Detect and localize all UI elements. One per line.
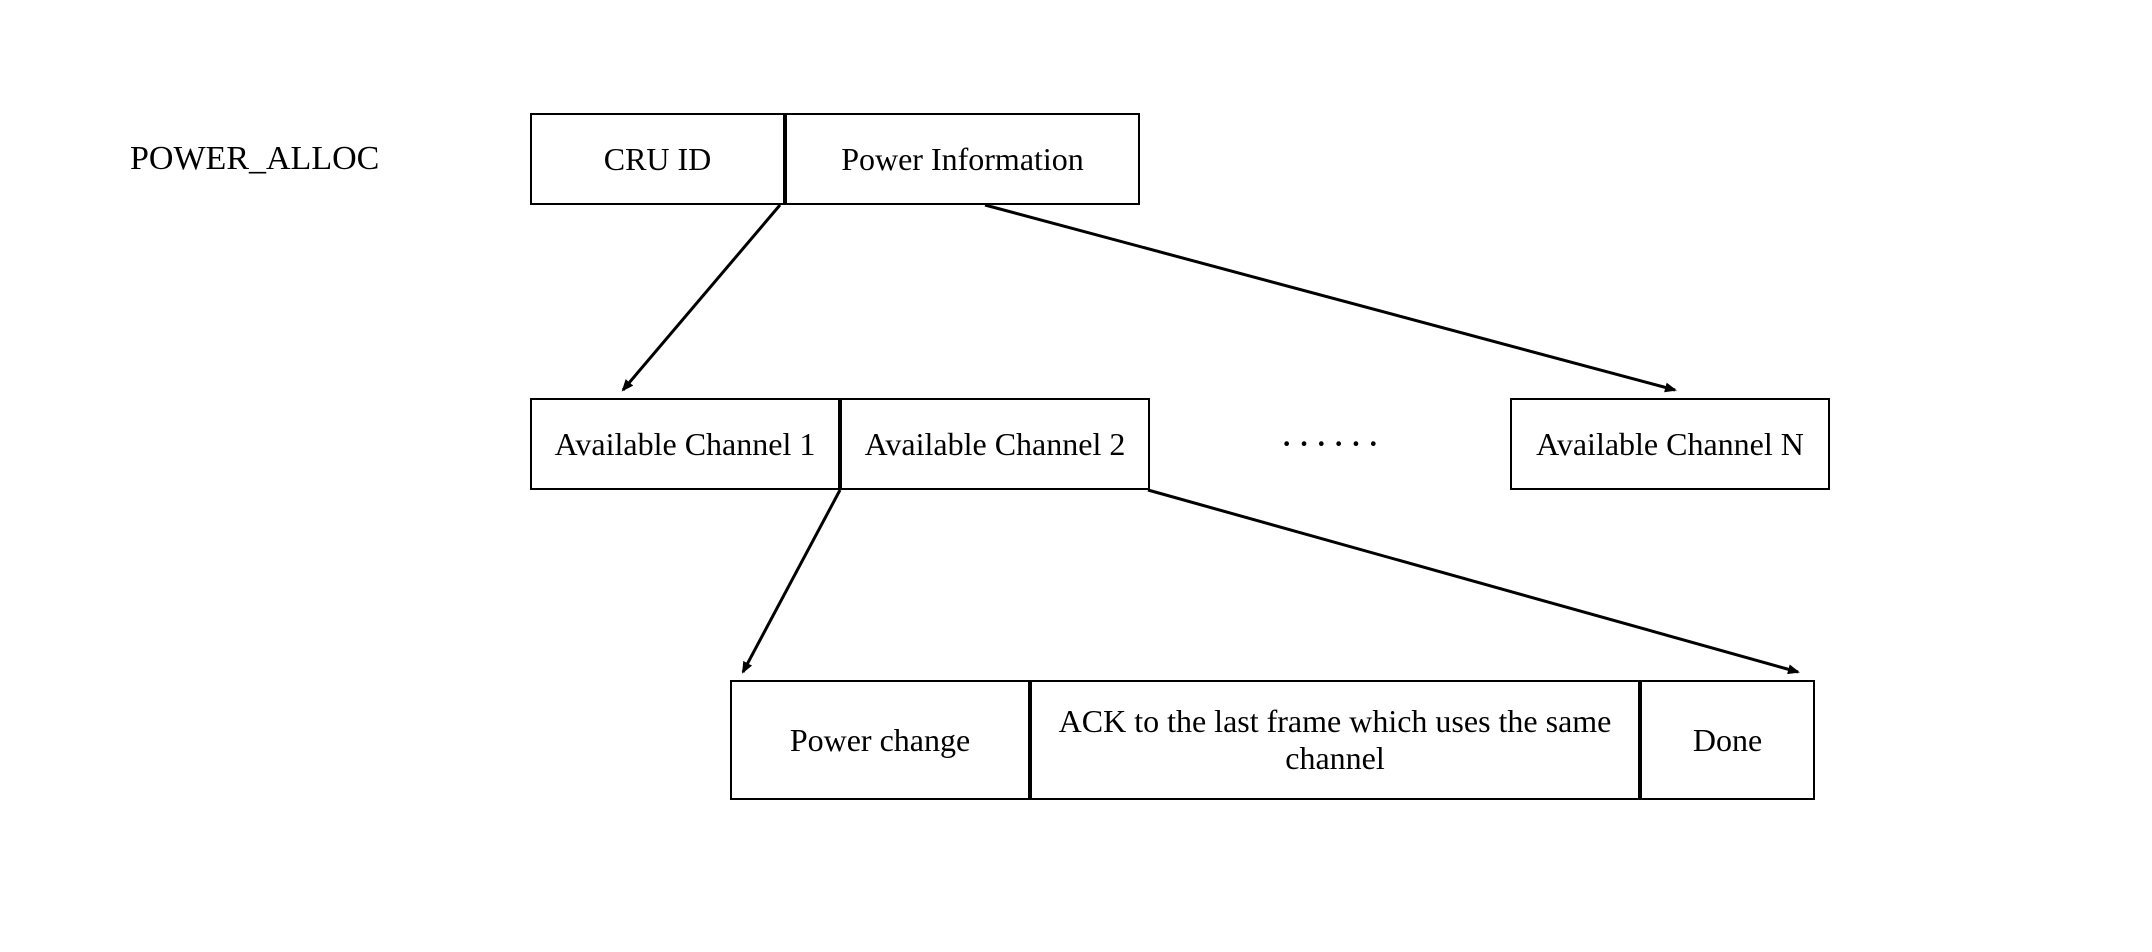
row3-box-ack: ACK to the last frame which uses the sam…: [1030, 680, 1640, 800]
row3-box-done: Done: [1640, 680, 1815, 800]
row2-box-available-channel-1: Available Channel 1: [530, 398, 840, 490]
row1-box-power-information: Power Information: [785, 113, 1140, 205]
row3-box-power-change: Power change: [730, 680, 1030, 800]
row2-ellipsis: ······: [1280, 420, 1384, 467]
row2-box-available-channel-2: Available Channel 2: [840, 398, 1150, 490]
diagram-title: POWER_ALLOC: [130, 140, 379, 178]
row1-box-cru-id: CRU ID: [530, 113, 785, 205]
row2-box-available-channel-n: Available Channel N: [1510, 398, 1830, 490]
